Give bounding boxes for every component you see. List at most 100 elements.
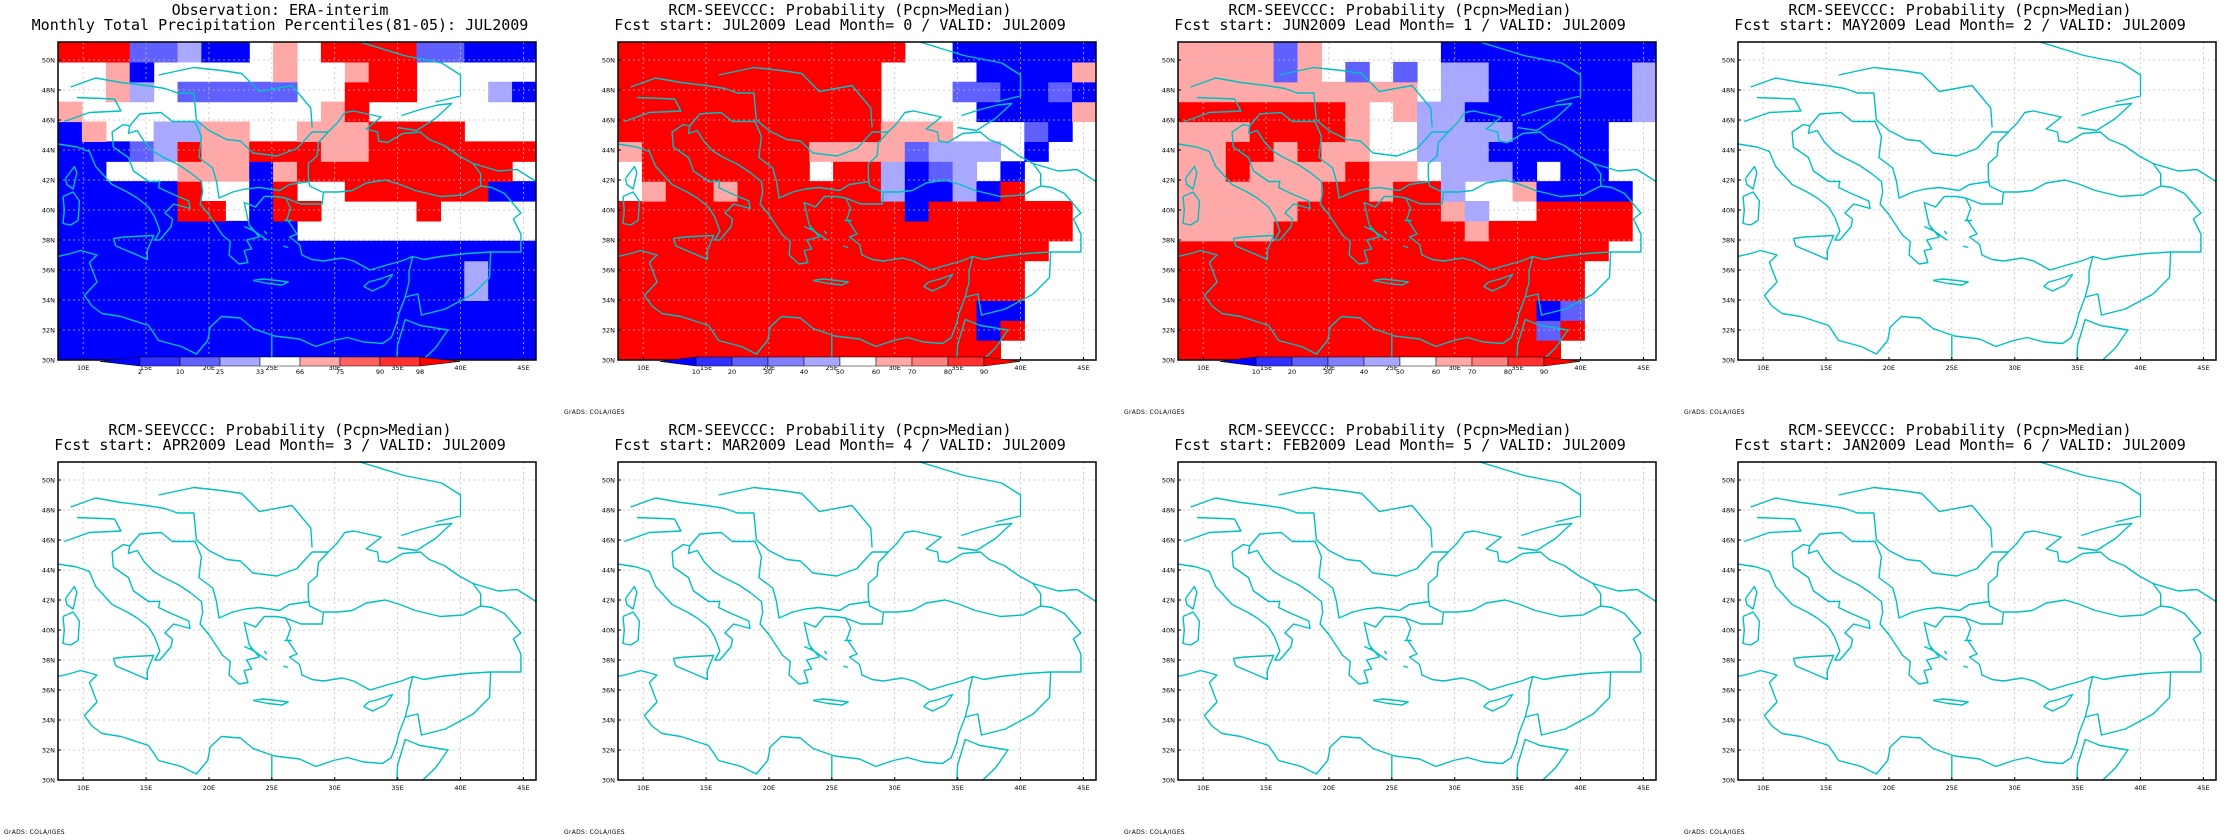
grid-cell	[1536, 320, 1561, 341]
grid-cell	[201, 300, 226, 321]
lat-tick-label: 48N	[1722, 507, 1735, 515]
lat-tick-label: 46N	[1162, 537, 1175, 545]
grid-cell	[225, 141, 250, 162]
grid-cell	[1072, 81, 1096, 103]
lat-tick-label: 42N	[1722, 177, 1735, 185]
grid-cell	[1000, 280, 1025, 301]
grid-cell	[1249, 220, 1275, 242]
grid-cell	[976, 220, 1001, 242]
grid-cell	[1345, 340, 1370, 360]
grid-cell	[1072, 101, 1096, 123]
grid-cell	[1024, 141, 1049, 162]
grid-cell	[1249, 81, 1275, 103]
colorbar-label: 2	[138, 368, 142, 376]
lat-tick-label: 38N	[602, 237, 615, 245]
grid-cell	[1273, 121, 1299, 142]
grid-cell	[153, 240, 179, 262]
grid-cell	[713, 101, 739, 123]
grid-cell	[1536, 201, 1561, 222]
colorbar-swatch	[983, 356, 1021, 367]
grid-cell	[809, 101, 834, 123]
lon-tick-label: 30E	[889, 364, 901, 372]
grid-cell	[512, 181, 536, 202]
grid-cell	[952, 320, 978, 341]
lon-tick-label: 40E	[2134, 784, 2146, 792]
grid-cell	[273, 141, 298, 162]
grid-cell	[416, 300, 441, 321]
grid-cell	[392, 240, 418, 262]
grid-cell	[1249, 141, 1275, 162]
grid-cell	[1201, 161, 1227, 182]
grid-cell	[737, 42, 762, 63]
lat-tick-label: 48N	[42, 507, 55, 515]
grid-cell	[976, 141, 1001, 162]
lat-tick-label: 30N	[1722, 777, 1735, 785]
grid-cell	[1393, 61, 1418, 83]
grid-cell	[1345, 121, 1370, 142]
probability-map: 30N 32N 34N 36N 38N 40N 42N 44N 46N 48N 50N 10E 15E 2…	[1162, 41, 1657, 372]
grid-cell	[129, 300, 155, 321]
grid-cell	[1297, 121, 1322, 142]
grid-cell	[1178, 260, 1203, 282]
grid-cell	[641, 42, 667, 63]
grid-cell	[1297, 141, 1322, 162]
grid-cell	[81, 201, 107, 222]
panel-subtitle: Fcst start: FEB2009 Lead Month= 5 / VALI…	[1174, 436, 1626, 454]
lon-tick-label: 20E	[1883, 364, 1895, 372]
grid-cell	[440, 121, 465, 142]
grid-cell	[344, 61, 370, 83]
lon-tick-label: 10E	[637, 784, 649, 792]
lat-tick-label: 32N	[1722, 327, 1735, 335]
grid-cell	[1201, 300, 1227, 321]
grid-cell	[1297, 280, 1322, 301]
lat-tick-label: 44N	[1722, 147, 1735, 155]
lat-tick-label: 42N	[1162, 177, 1175, 185]
lon-tick-label: 35E	[2071, 784, 2083, 792]
lat-tick-label: 48N	[602, 507, 615, 515]
grid-cell	[1345, 81, 1370, 103]
grid-cell	[761, 240, 786, 262]
grid-cell	[1440, 42, 1466, 63]
grid-cell	[1225, 260, 1251, 282]
grid-cell	[81, 121, 107, 142]
grid-cell	[618, 340, 643, 360]
grid-cell	[249, 161, 274, 182]
grid-cell	[177, 280, 202, 301]
grid-cell	[249, 320, 274, 341]
grid-cell	[1536, 240, 1561, 262]
grid-cell	[1464, 61, 1490, 83]
grid-cell	[1024, 42, 1049, 63]
grid-cell	[1345, 141, 1370, 162]
grid-cell	[689, 141, 715, 162]
grid-cell	[1417, 320, 1442, 341]
grid-cell	[1417, 280, 1442, 301]
grid-cell	[105, 181, 131, 202]
grid-cell	[785, 61, 810, 83]
grid-cell	[761, 141, 786, 162]
grid-cell	[737, 61, 762, 83]
grid-cell	[1273, 240, 1299, 262]
grid-cell	[1178, 81, 1203, 103]
lat-tick-label: 44N	[1162, 567, 1175, 575]
grid-cell	[689, 181, 715, 202]
grads-credit: GrADS: COLA/IGES	[564, 829, 625, 836]
grid-cell	[273, 300, 298, 321]
grid-cell	[976, 280, 1001, 301]
grid-cell	[58, 42, 83, 63]
grid-cell	[416, 201, 441, 222]
graticule	[618, 42, 1096, 361]
grid-cell	[880, 240, 906, 262]
grads-credit: GrADS: COLA/IGES	[564, 409, 625, 416]
grid-cell	[665, 280, 691, 301]
grid-cell	[1178, 181, 1203, 202]
grid-cell	[273, 42, 298, 63]
lat-tick-label: 46N	[1722, 537, 1735, 545]
lat-tick-label: 32N	[1162, 327, 1175, 335]
lon-tick-label: 20E	[1323, 364, 1335, 372]
grid-cell	[857, 300, 882, 321]
grid-cell	[1273, 141, 1299, 162]
grid-cell	[928, 300, 954, 321]
grid-cell	[81, 340, 107, 360]
map-frame	[57, 461, 537, 781]
grid-cell	[249, 340, 274, 360]
